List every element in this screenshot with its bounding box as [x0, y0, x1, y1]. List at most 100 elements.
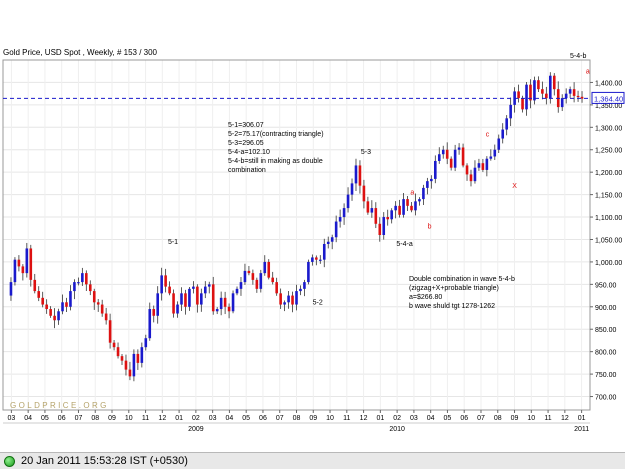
candle-body	[374, 208, 378, 224]
candle-body	[144, 338, 148, 348]
candle-body	[96, 302, 100, 305]
candle-body	[128, 369, 132, 377]
candle-body	[560, 98, 564, 108]
candle-body	[318, 259, 322, 261]
candle-body	[422, 187, 425, 200]
x-tick-label: 09	[108, 415, 116, 422]
candle-body	[445, 149, 449, 159]
x-tick-label: 04	[427, 415, 435, 422]
x-tick-label: 05	[41, 415, 49, 422]
candle-body	[406, 199, 409, 206]
candle-body	[13, 259, 17, 283]
candle-body	[112, 342, 116, 348]
current-price-marker	[591, 91, 625, 104]
candle-body	[29, 248, 33, 280]
candle-body	[148, 309, 152, 339]
candle-body	[533, 80, 536, 101]
candle-body	[386, 217, 390, 220]
candle-body	[69, 291, 72, 307]
candle-body	[168, 286, 171, 294]
candle-body	[295, 291, 298, 305]
candle-body	[434, 160, 437, 179]
x-tick-label: 03	[7, 415, 15, 422]
candle-body	[552, 75, 556, 90]
candle-body	[410, 205, 413, 211]
candle-body	[92, 291, 96, 303]
y-tick-label: 1,250.00	[595, 148, 622, 155]
candle-body	[243, 270, 247, 283]
candle-body	[449, 158, 453, 168]
candle-body	[45, 304, 48, 310]
annotation-note-1: 5-1=306.07 5-2=75.17(contracting triangl…	[228, 122, 324, 174]
candle-body	[485, 158, 489, 170]
candle-body	[549, 75, 552, 99]
candle-body	[580, 96, 584, 99]
candle-body	[231, 293, 235, 312]
candle-body	[81, 273, 84, 283]
candle-body	[211, 284, 215, 312]
x-tick-label: 12	[360, 415, 368, 422]
x-year-label: 2009	[188, 426, 204, 433]
wave-label: 5-1	[168, 239, 178, 246]
candle-body	[461, 147, 465, 166]
candle-body	[501, 129, 505, 139]
x-tick-label: 12	[158, 415, 166, 422]
candle-body	[358, 165, 362, 186]
x-tick-label: 01	[175, 415, 183, 422]
candle-body	[271, 277, 275, 283]
candle-body	[303, 282, 306, 289]
candle-body	[497, 138, 501, 150]
annotation-note-2: Double combination in wave 5-4-b (zigzag…	[409, 276, 515, 310]
x-tick-label: 10	[326, 415, 334, 422]
y-tick-label: 800.00	[595, 350, 617, 357]
wave-label: 5-2	[313, 300, 323, 307]
candle-body	[430, 178, 433, 182]
candle-body	[509, 104, 512, 119]
candle-body	[160, 275, 163, 294]
candle-body	[247, 270, 251, 274]
candle-body	[108, 320, 112, 343]
wave-label-red: a	[410, 190, 414, 197]
candle-body	[326, 241, 330, 244]
candle-body	[73, 282, 76, 292]
candle-body	[477, 163, 481, 168]
candle-body	[100, 304, 104, 314]
candle-body	[255, 279, 259, 289]
candle-body	[17, 259, 21, 267]
candle-body	[41, 297, 44, 305]
note1-line: 5-1=306.07	[228, 122, 264, 129]
candle-body	[200, 293, 203, 305]
candle-body	[219, 297, 223, 310]
candle-body	[263, 261, 267, 274]
candle-body	[259, 273, 263, 289]
candle-body	[441, 149, 445, 155]
candle-body	[481, 163, 485, 170]
note2-line: b wave shuld tgt 1278-1262	[409, 303, 495, 310]
candle-body	[203, 286, 207, 294]
current-price-label: 1,364.40	[594, 94, 623, 103]
candle-body	[307, 261, 310, 283]
wave-label-red: c	[486, 131, 490, 138]
candle-body	[545, 93, 548, 99]
candle-body	[394, 205, 397, 211]
x-year-label: 2011	[574, 426, 589, 433]
candle-body	[517, 91, 520, 99]
candle-body	[576, 95, 580, 98]
y-tick-label: 1,400.00	[595, 80, 622, 87]
x-tick-label: 12	[561, 415, 569, 422]
candle-body	[53, 315, 56, 321]
candle-body	[521, 98, 524, 110]
x-tick-label: 11	[544, 415, 551, 422]
x-year-label: 2010	[389, 426, 405, 433]
candle-body	[188, 288, 191, 307]
candle-body	[525, 84, 528, 110]
y-tick-label: 950.00	[595, 282, 617, 289]
candle-body	[196, 286, 199, 305]
candle-body	[132, 353, 136, 377]
note1-line: 5-3=296.05	[228, 140, 264, 147]
candle-body	[541, 89, 544, 94]
x-tick-label: 06	[259, 415, 267, 422]
x-tick-label: 01	[376, 415, 384, 422]
y-tick-label: 700.00	[595, 395, 617, 402]
note1-line: 5-4-b=still in making as double	[228, 158, 323, 165]
